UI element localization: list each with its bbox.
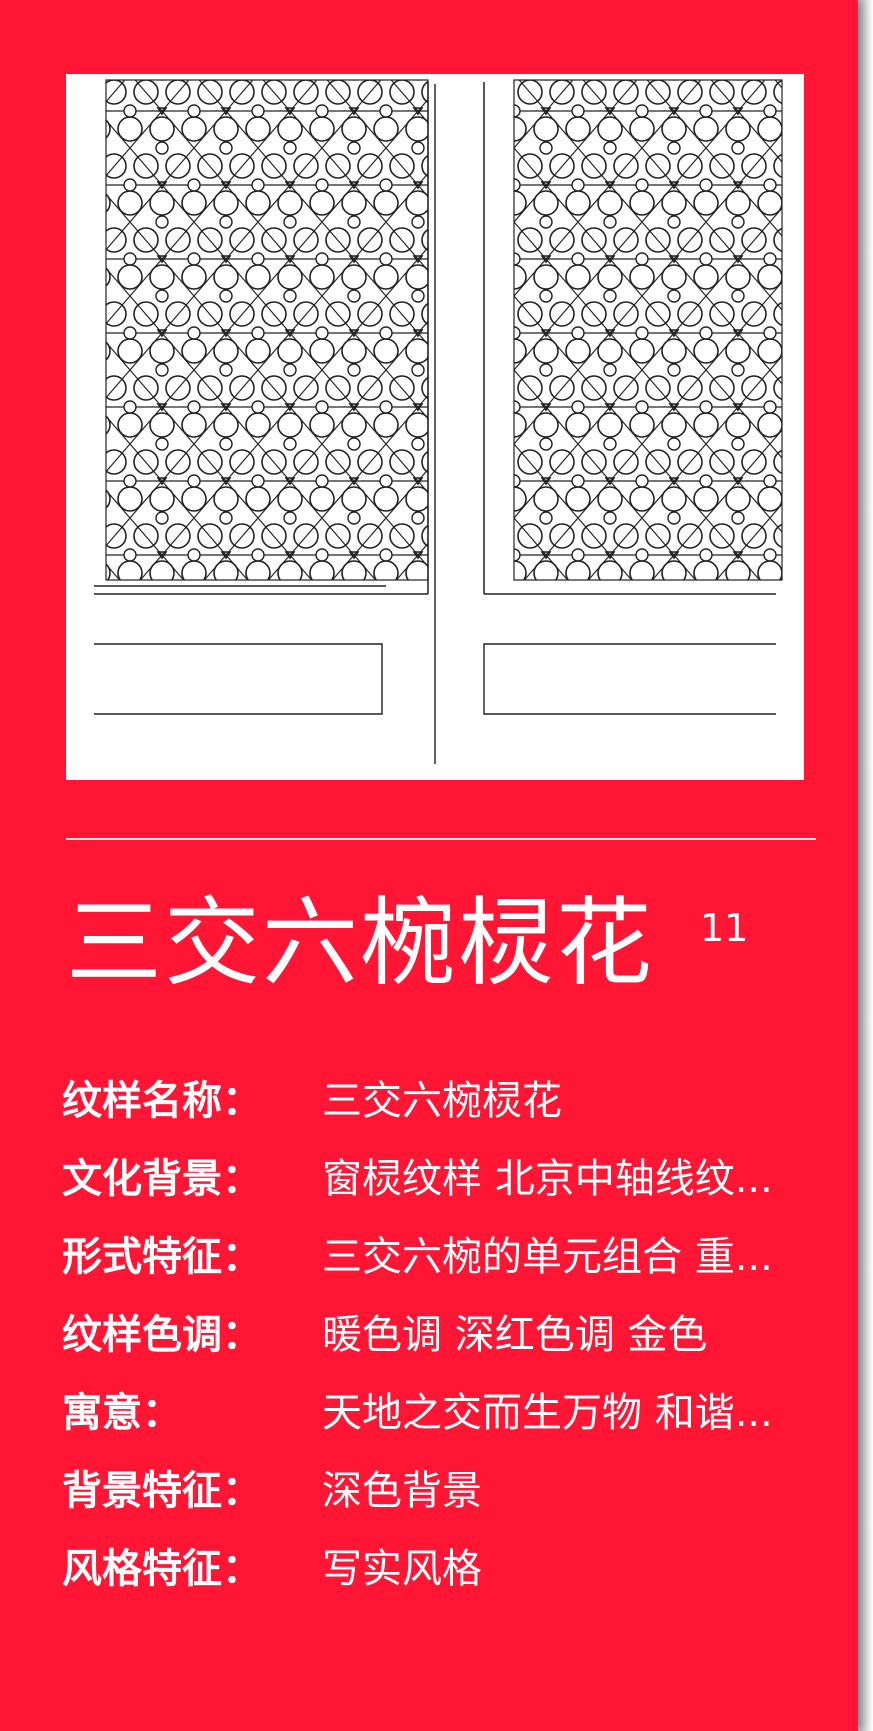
attribute-row-name: 纹样名称： 三交六椀棂花 — [62, 1063, 852, 1141]
attribute-value: 窗棂纹样 北京中轴线纹... — [322, 1156, 773, 1202]
attribute-label: 纹样名称： — [62, 1078, 262, 1124]
attribute-value: 深色背景 — [322, 1468, 482, 1514]
attribute-value: 天地之交而生万物 和谐... — [322, 1390, 773, 1436]
attribute-label: 纹样色调： — [62, 1312, 262, 1358]
section-divider — [66, 838, 816, 840]
attribute-label: 背景特征： — [62, 1468, 262, 1514]
attribute-label: 风格特征： — [62, 1546, 262, 1592]
attribute-label: 寓意： — [62, 1390, 182, 1436]
pattern-title: 三交六椀棂花 — [66, 887, 654, 999]
attribute-row-style: 风格特征： 写实风格 — [62, 1531, 852, 1609]
page-edge-shadow — [858, 0, 873, 1731]
attribute-value: 三交六椀棂花 — [322, 1078, 562, 1124]
attribute-list: 纹样名称： 三交六椀棂花 文化背景： 窗棂纹样 北京中轴线纹... 形式特征： … — [62, 1063, 852, 1609]
pattern-number: 11 — [700, 906, 749, 950]
attribute-value: 写实风格 — [322, 1546, 482, 1592]
attribute-label: 形式特征： — [62, 1234, 262, 1280]
attribute-row-tone: 纹样色调： 暖色调 深红色调 金色 — [62, 1297, 852, 1375]
attribute-value: 暖色调 深红色调 金色 — [322, 1312, 708, 1358]
lattice-image — [66, 74, 804, 780]
window-lattice-drawing-icon — [94, 79, 783, 764]
attribute-row-culture: 文化背景： 窗棂纹样 北京中轴线纹... — [62, 1141, 852, 1219]
attribute-value: 三交六椀的单元组合 重... — [322, 1234, 773, 1280]
attribute-row-meaning: 寓意： 天地之交而生万物 和谐... — [62, 1375, 852, 1453]
attribute-row-background: 背景特征： 深色背景 — [62, 1453, 852, 1531]
attribute-row-form: 形式特征： 三交六椀的单元组合 重... — [62, 1219, 852, 1297]
attribute-label: 文化背景： — [62, 1156, 262, 1202]
